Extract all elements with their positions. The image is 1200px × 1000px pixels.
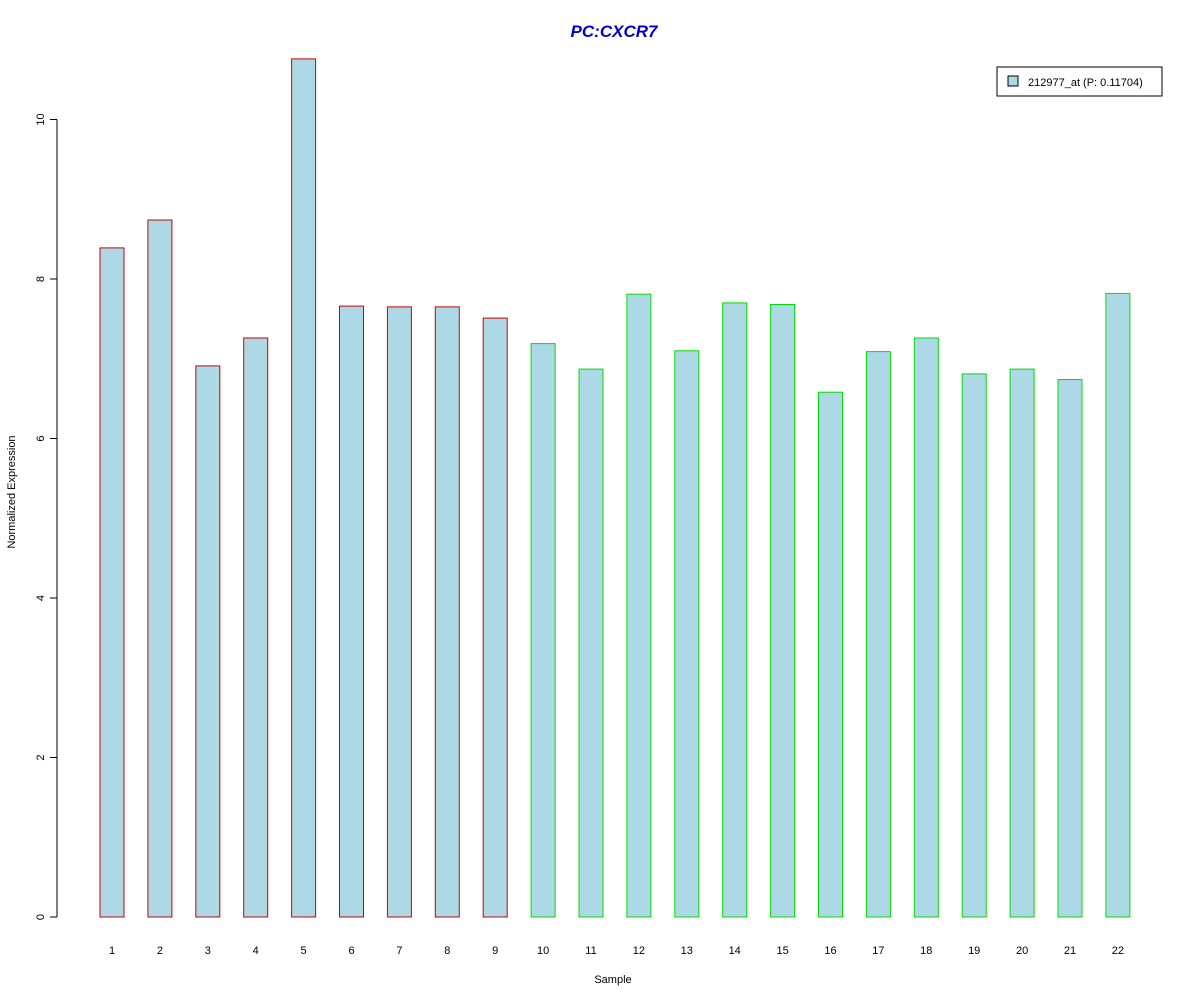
legend-label: 212977_at (P: 0.11704) — [1028, 77, 1143, 89]
bar-sample-19 — [961, 373, 987, 918]
bar-sample-17 — [865, 351, 891, 918]
y-tick-label: 2 — [35, 754, 47, 760]
x-tick-label: 18 — [920, 945, 932, 957]
bar-sample-16 — [818, 391, 843, 918]
x-tick-label: 2 — [157, 945, 163, 957]
chart-title: PC:CXCR7 — [571, 22, 659, 41]
x-axis-label: Sample — [594, 974, 631, 986]
bar-sample-15 — [770, 304, 796, 918]
bar-sample-13 — [674, 350, 700, 918]
bars-group — [99, 58, 1131, 918]
x-tick-label: 10 — [537, 945, 549, 957]
x-tick-label: 22 — [1112, 945, 1124, 957]
bar-sample-1 — [99, 247, 125, 918]
x-tick-label: 21 — [1064, 945, 1076, 957]
x-tick-label: 15 — [776, 945, 788, 957]
x-tick-label: 19 — [968, 945, 980, 957]
y-tick-label: 6 — [35, 435, 47, 441]
x-tick-label: 13 — [681, 945, 693, 957]
bar-sample-14 — [722, 302, 748, 918]
bar-sample-12 — [626, 293, 652, 918]
bar-sample-9 — [482, 317, 508, 918]
y-tick-label: 8 — [35, 276, 47, 282]
bar-sample-7 — [386, 306, 412, 918]
y-tick-label: 4 — [35, 595, 47, 601]
legend: 212977_at (P: 0.11704) — [996, 66, 1163, 97]
bar-sample-21 — [1057, 379, 1083, 918]
legend-box — [996, 66, 1163, 97]
bar-sample-3 — [195, 365, 221, 918]
bar-sample-5 — [291, 58, 317, 918]
x-tick-label: 6 — [348, 945, 354, 957]
y-tick-label: 0 — [35, 914, 47, 920]
x-tick-label: 8 — [444, 945, 450, 957]
bar-sample-22 — [1105, 292, 1131, 918]
x-tick-label: 20 — [1016, 945, 1028, 957]
bar-sample-20 — [1009, 368, 1035, 918]
y-tick-label: 10 — [35, 113, 47, 125]
x-tick-label: 17 — [872, 945, 884, 957]
x-tick-label: 3 — [205, 945, 211, 957]
x-tick-label: 4 — [253, 945, 259, 957]
x-tick-label: 16 — [824, 945, 836, 957]
y-axis-label: Normalized Expression — [6, 435, 18, 548]
x-tick-label: 5 — [301, 945, 307, 957]
x-tick-label: 12 — [633, 945, 645, 957]
bar-sample-10 — [530, 343, 556, 918]
bar-sample-6 — [339, 305, 364, 918]
x-tick-label: 14 — [729, 945, 741, 957]
bar-sample-2 — [147, 219, 173, 918]
bar-sample-11 — [578, 368, 604, 918]
x-tick-labels: 1 2 3 4 5 6 7 8 9 10 11 12 13 14 15 16 17 18 19 20 21 22 — [109, 945, 1124, 957]
y-axis: 0 2 4 6 8 10 — [35, 113, 58, 920]
bar-sample-4 — [243, 337, 269, 918]
x-tick-label: 9 — [492, 945, 498, 957]
bar-sample-8 — [434, 306, 460, 918]
x-tick-label: 1 — [109, 945, 115, 957]
x-tick-label: 7 — [396, 945, 402, 957]
x-tick-label: 11 — [585, 945, 596, 957]
legend-swatch — [1007, 75, 1019, 87]
bar-sample-18 — [913, 337, 939, 918]
